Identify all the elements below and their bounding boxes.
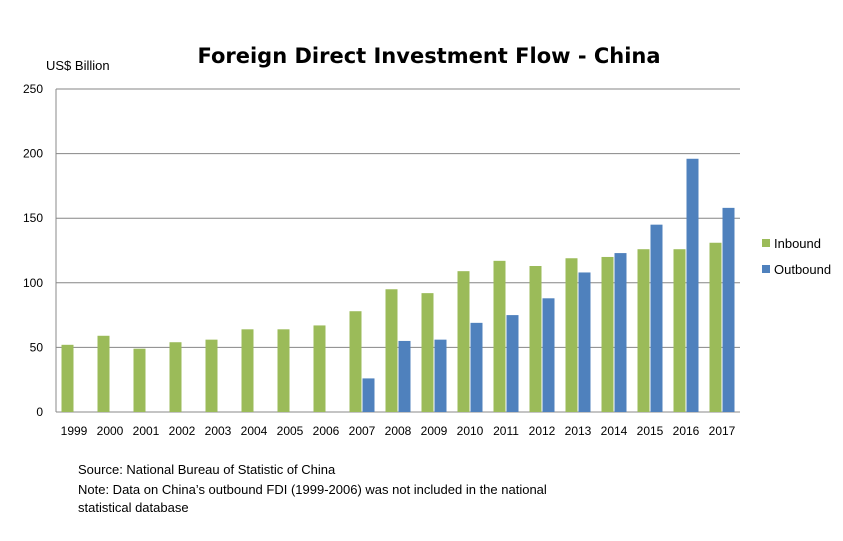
x-tick-label: 2009 <box>421 424 448 438</box>
outbound-bar-2010 <box>470 322 483 412</box>
x-tick-label: 2014 <box>601 424 628 438</box>
x-tick-label: 2016 <box>673 424 700 438</box>
legend-swatch-inbound <box>762 239 770 247</box>
inbound-bar-2016 <box>673 249 686 412</box>
inbound-bar-2003 <box>205 339 218 412</box>
outbound-bar-2015 <box>650 224 663 412</box>
legend-swatch-outbound <box>762 265 770 273</box>
y-tick-label: 100 <box>23 276 43 290</box>
outbound-bar-2017 <box>722 207 735 412</box>
outbound-bar-2014 <box>614 253 627 412</box>
inbound-bar-2013 <box>565 258 578 412</box>
x-tick-label: 2011 <box>493 424 519 438</box>
inbound-bar-2005 <box>277 329 290 412</box>
data-note-line-1: Note: Data on China’s outbound FDI (1999… <box>78 482 547 497</box>
legend: Inbound Outbound <box>762 236 831 277</box>
y-tick-label: 200 <box>23 147 43 161</box>
inbound-bar-2008 <box>385 289 398 412</box>
x-tick-label: 2013 <box>565 424 592 438</box>
inbound-bar-2017 <box>709 242 722 412</box>
outbound-bar-2016 <box>686 158 699 412</box>
inbound-bar-2010 <box>457 271 470 412</box>
inbound-bar-1999 <box>61 344 74 412</box>
data-note-line-2: statistical database <box>78 500 189 515</box>
outbound-bar-2009 <box>434 339 447 412</box>
y-tick-label: 0 <box>36 405 43 419</box>
legend-label-inbound: Inbound <box>774 236 821 251</box>
x-tick-label: 2008 <box>385 424 412 438</box>
x-tick-label: 2010 <box>457 424 484 438</box>
y-tick-labels: 0 50 100 150 200 250 <box>23 82 43 419</box>
x-tick-label: 2015 <box>637 424 664 438</box>
x-tick-label: 2012 <box>529 424 556 438</box>
inbound-bar-2002 <box>169 342 182 412</box>
y-axis-unit-label: US$ Billion <box>46 58 110 73</box>
outbound-bar-2013 <box>578 272 591 412</box>
inbound-bar-2006 <box>313 325 326 412</box>
inbound-bar-2004 <box>241 329 254 412</box>
x-tick-label: 1999 <box>61 424 88 438</box>
inbound-bar-2001 <box>133 348 146 412</box>
y-tick-label: 50 <box>30 340 44 354</box>
inbound-bar-2009 <box>421 293 434 412</box>
x-tick-label: 2005 <box>277 424 304 438</box>
inbound-bar-2011 <box>493 260 506 412</box>
legend-label-outbound: Outbound <box>774 262 831 277</box>
inbound-bar-2000 <box>97 335 110 412</box>
inbound-bar-2014 <box>601 256 614 412</box>
source-note: Source: National Bureau of Statistic of … <box>78 462 336 477</box>
x-tick-labels: 1999 2000 2001 2002 2003 2004 2005 2006 2007 2008… <box>61 424 736 438</box>
x-tick-label: 2017 <box>709 424 736 438</box>
gridlines <box>55 88 740 413</box>
y-tick-label: 150 <box>23 211 43 225</box>
outbound-bar-2012 <box>542 298 555 412</box>
x-tick-label: 2006 <box>313 424 340 438</box>
outbound-bar-2007 <box>362 378 375 412</box>
x-tick-label: 2000 <box>97 424 124 438</box>
y-tick-label: 250 <box>23 82 43 96</box>
x-tick-label: 2001 <box>133 424 160 438</box>
inbound-bar-2007 <box>349 311 362 412</box>
x-tick-label: 2007 <box>349 424 376 438</box>
outbound-bar-2008 <box>398 340 411 412</box>
x-tick-label: 2003 <box>205 424 232 438</box>
chart-title: Foreign Direct Investment Flow - China <box>197 44 660 68</box>
outbound-bar-2011 <box>506 315 519 412</box>
inbound-bar-2015 <box>637 249 650 412</box>
x-tick-label: 2002 <box>169 424 196 438</box>
x-tick-label: 2004 <box>241 424 268 438</box>
inbound-bar-2012 <box>529 266 542 412</box>
bars <box>61 158 735 412</box>
